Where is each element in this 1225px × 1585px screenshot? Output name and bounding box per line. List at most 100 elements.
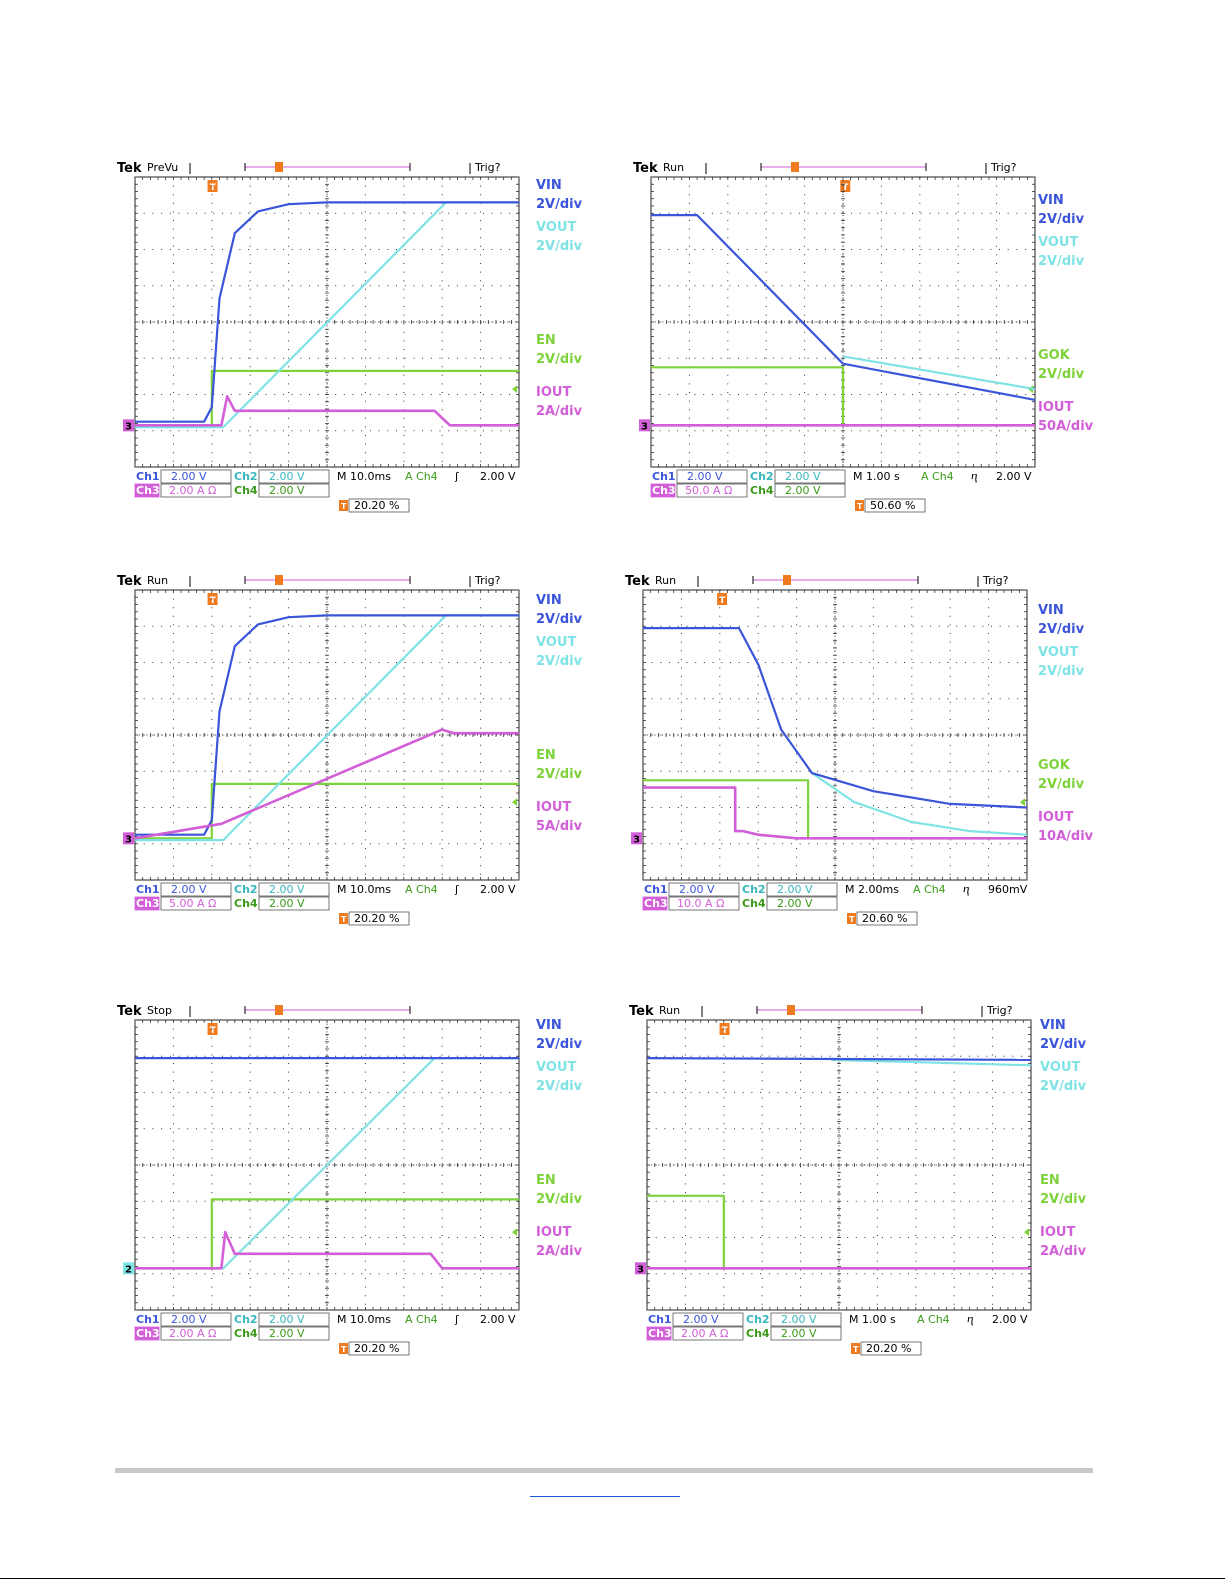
legend-item-vin: VIN 2V/div <box>1038 191 1084 229</box>
trace-vout <box>842 355 1036 391</box>
svg-text:T: T <box>842 183 849 193</box>
trigger-source: A Ch4 <box>405 470 438 483</box>
ch4-label: Ch4 <box>742 897 766 910</box>
ground-marker <box>123 419 134 432</box>
ch2-label: Ch2 <box>234 470 258 483</box>
legend-name: VIN <box>536 1018 562 1033</box>
legend-item-iout: IOUT 2A/div <box>1040 1223 1086 1261</box>
timebase: M 10.0ms <box>337 883 391 896</box>
legend-scale: 2V/div <box>1038 622 1085 637</box>
trigger-level: 2.00 V <box>480 883 516 896</box>
footer-link[interactable] <box>530 1482 680 1497</box>
trigger-slope: ⴄ <box>967 1313 974 1326</box>
trigger-position: 50.60 % <box>870 499 915 512</box>
timebase: M 10.0ms <box>337 470 391 483</box>
legend-item-vin: VIN 2V/div <box>536 1016 582 1054</box>
ch2-scale: 2.00 V <box>269 470 305 483</box>
acq-mode: Run <box>655 574 676 587</box>
trigger-position: 20.20 % <box>354 912 399 925</box>
tek-logo: Tek <box>117 161 142 176</box>
svg-text:T: T <box>341 502 347 511</box>
ground-marker-label: 3 <box>633 834 640 845</box>
ch2-scale: 2.00 V <box>269 1313 305 1326</box>
ch1-scale: 2.00 V <box>171 470 207 483</box>
legend-name: IOUT <box>536 385 572 400</box>
ch4-label: Ch4 <box>234 484 258 497</box>
trigger-level: 2.00 V <box>996 470 1032 483</box>
legend-scale: 2A/div <box>536 1244 583 1259</box>
tek-logo: Tek <box>629 1004 654 1019</box>
footer-divider <box>115 1468 1093 1473</box>
ch1-scale: 2.00 V <box>171 1313 207 1326</box>
legend-item-gok: GOK 2V/div <box>1038 756 1084 794</box>
ch3-scale: 10.0 A Ω <box>677 897 724 910</box>
trigger-slope: ⴄ <box>963 883 970 896</box>
acq-mode: Stop <box>147 1004 172 1017</box>
ch1-scale: 2.00 V <box>171 883 207 896</box>
ch4-label: Ch4 <box>234 1327 258 1340</box>
trigger-source: A Ch4 <box>405 1313 438 1326</box>
trace-iout <box>135 1230 519 1270</box>
ch2-label: Ch2 <box>234 883 258 896</box>
acq-mode: Run <box>663 161 684 174</box>
legend-item-en: EN 2V/div <box>536 1171 582 1209</box>
legend-name: IOUT <box>1038 400 1074 415</box>
trigger-position: 20.20 % <box>354 499 399 512</box>
legend-item-en: EN 2V/div <box>1040 1171 1086 1209</box>
trigger-status: Trig? <box>474 574 501 587</box>
trigger-slope: ʃ <box>454 470 459 483</box>
svg-text:T: T <box>849 915 855 924</box>
trigger-position-marker <box>207 180 218 192</box>
legend-item-vin: VIN 2V/div <box>536 176 582 214</box>
ch3-scale: 5.00 A Ω <box>169 897 216 910</box>
trigger-position: 20.20 % <box>866 1342 911 1355</box>
legend-item-iout: IOUT 5A/div <box>536 798 582 836</box>
trigger-position-marker <box>840 180 851 192</box>
legend-scale: 2V/div <box>1040 1079 1087 1094</box>
legend-scale: 2V/div <box>536 1192 583 1207</box>
trigger-level: 2.00 V <box>480 470 516 483</box>
trigger-position: 20.60 % <box>862 912 907 925</box>
legend-item-gok: GOK 2V/div <box>1038 346 1084 384</box>
trigger-status: Trig? <box>990 161 1017 174</box>
ch3-label: Ch3 <box>136 1327 160 1340</box>
svg-text:T: T <box>853 1345 859 1354</box>
legend-item-vin: VIN 2V/div <box>536 591 582 629</box>
trace-vin <box>643 627 1028 809</box>
legend-scale: 2V/div <box>536 654 583 669</box>
ch2-scale: 2.00 V <box>785 470 821 483</box>
page-bottom-rule <box>0 1578 1225 1579</box>
trigger-position: 20.20 % <box>354 1342 399 1355</box>
ch2-scale: 2.00 V <box>269 883 305 896</box>
legend-name: VIN <box>1038 603 1064 618</box>
ch3-label: Ch3 <box>136 897 160 910</box>
ground-marker <box>123 832 134 845</box>
trace-iout <box>135 395 519 427</box>
trace-iout <box>134 728 519 840</box>
svg-text:T: T <box>722 1026 729 1036</box>
timebase: M 1.00 s <box>853 470 900 483</box>
legend-name: VIN <box>1040 1018 1066 1033</box>
legend-name: VIN <box>536 593 562 608</box>
ch4-label: Ch4 <box>746 1327 770 1340</box>
ch1-label: Ch1 <box>136 883 160 896</box>
legend-name: IOUT <box>536 1225 572 1240</box>
legend-item-iout: IOUT 10A/div <box>1038 808 1093 846</box>
legend-scale: 50A/div <box>1038 419 1094 434</box>
ch3-label: Ch3 <box>648 1327 672 1340</box>
legend-name: IOUT <box>1040 1225 1076 1240</box>
legend-scale: 2V/div <box>536 1037 583 1052</box>
legend-name: VOUT <box>1038 645 1079 660</box>
legend-item-iout: IOUT 2A/div <box>536 1223 582 1261</box>
legend-scale: 2V/div <box>1038 254 1085 269</box>
ch1-label: Ch1 <box>644 883 668 896</box>
ground-marker-label: 3 <box>125 834 132 845</box>
legend-item-en: EN 2V/div <box>536 331 582 369</box>
legend-item-vin: VIN 2V/div <box>1038 601 1084 639</box>
ch4-scale: 2.00 V <box>777 897 813 910</box>
legend-scale: 2V/div <box>1038 212 1085 227</box>
legend-scale: 2V/div <box>536 767 583 782</box>
svg-text:T: T <box>341 915 347 924</box>
